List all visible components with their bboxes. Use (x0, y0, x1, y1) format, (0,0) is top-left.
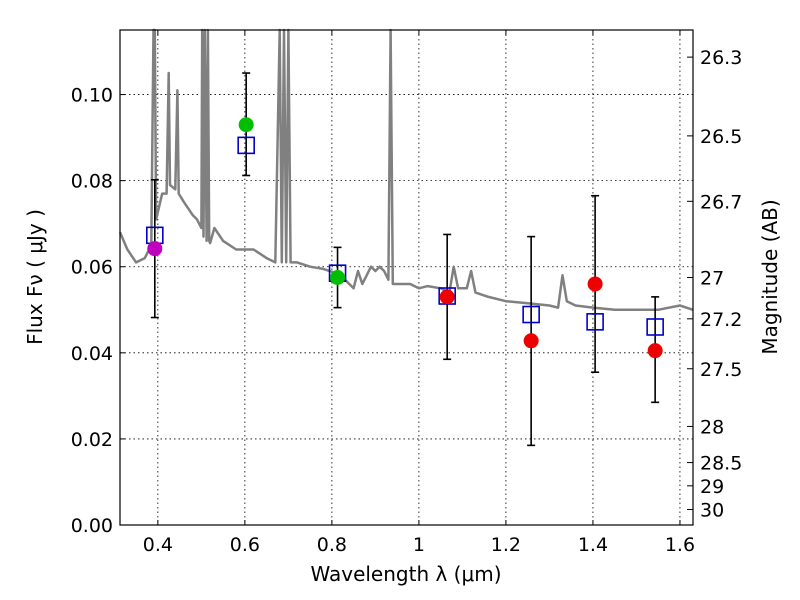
model-photometry-square (586, 313, 604, 331)
right-tick-label: 30 (700, 500, 724, 522)
right-tick-label: 26.3 (700, 47, 742, 69)
observed-point (647, 343, 663, 359)
right-tick-label: 27.2 (700, 309, 742, 331)
x-tick-label: 1 (413, 534, 425, 556)
observed-point (147, 241, 163, 257)
x-tick-label: 0.4 (143, 534, 173, 556)
observed-photometry-markers (147, 117, 663, 359)
x-axis-ticks: 0.4 0.6 0.8 1 1.2 1.4 1.6 (143, 30, 695, 556)
right-axis-title: Magnitude (AB) (758, 199, 782, 354)
error-bars (150, 72, 660, 447)
model-spectrum-line (118, 28, 694, 312)
observed-point (587, 276, 603, 292)
model-spectrum-layer (118, 28, 694, 312)
y-tick-label: 0.08 (71, 171, 113, 193)
x-tick-label: 1.2 (491, 534, 521, 556)
x-tick-label: 0.6 (230, 534, 260, 556)
x-axis-title: Wavelength λ (μm) (310, 562, 501, 586)
x-tick-label: 1.4 (578, 534, 608, 556)
observed-point (330, 270, 346, 285)
right-tick-label: 27 (700, 268, 724, 290)
x-tick-label: 1.6 (665, 534, 695, 556)
y-tick-label: 0.04 (71, 343, 113, 365)
right-tick-label: 27.5 (700, 359, 742, 381)
right-tick-label: 28.5 (700, 453, 742, 475)
right-tick-label: 26.5 (700, 126, 742, 148)
y-tick-label: 0.02 (71, 429, 113, 451)
model-photometry-square (237, 136, 255, 155)
y-axis-ticks: 0.00 0.02 0.04 0.06 0.08 0.10 (71, 85, 125, 537)
right-tick-label: 29 (700, 476, 724, 498)
right-tick-label: 26.7 (700, 191, 742, 213)
x-tick-label: 0.8 (317, 534, 347, 556)
observed-point (523, 333, 539, 349)
model-photometry-markers (146, 136, 664, 336)
model-photometry-square (646, 318, 664, 336)
model-photometry-square (522, 305, 540, 324)
y-axis-title: Flux Fν ( μJy ) (23, 209, 47, 345)
observed-point (238, 117, 254, 133)
y-tick-label: 0.00 (71, 515, 113, 537)
y-tick-label: 0.06 (71, 257, 113, 279)
right-tick-label: 28 (700, 416, 724, 438)
observed-point (439, 289, 455, 305)
y-tick-label: 0.10 (71, 85, 113, 107)
